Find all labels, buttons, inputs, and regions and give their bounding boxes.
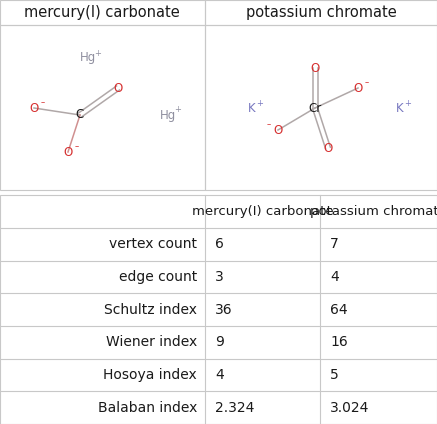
Text: Cr: Cr [309,101,322,114]
Text: 6: 6 [215,237,224,251]
Text: 36: 36 [215,303,232,317]
Text: O: O [310,61,319,75]
Text: O: O [323,142,333,154]
Text: mercury(I) carbonate: mercury(I) carbonate [192,205,333,218]
Text: vertex count: vertex count [109,237,197,251]
Text: Schultz index: Schultz index [104,303,197,317]
Text: Balaban index: Balaban index [97,401,197,415]
Text: Hosoya index: Hosoya index [103,368,197,382]
Text: 4: 4 [330,270,339,284]
Text: O: O [354,81,363,95]
Text: Hg: Hg [160,109,176,122]
Text: +: + [405,98,412,108]
Text: –: – [41,98,45,108]
Text: K: K [396,101,404,114]
Text: 2.324: 2.324 [215,401,254,415]
Text: mercury(I) carbonate: mercury(I) carbonate [24,6,180,20]
Text: O: O [29,101,38,114]
Text: 7: 7 [330,237,339,251]
Text: –: – [267,120,271,129]
Text: potassium chromate: potassium chromate [246,6,396,20]
Text: –: – [365,78,369,87]
Text: +: + [257,98,264,108]
Text: 4: 4 [215,368,224,382]
Text: K: K [248,101,256,114]
Text: Hg: Hg [80,51,96,64]
Text: O: O [63,145,73,159]
Text: O: O [274,123,283,137]
Text: 64: 64 [330,303,347,317]
Text: 3: 3 [215,270,224,284]
Text: 3.024: 3.024 [330,401,369,415]
Text: 5: 5 [330,368,339,382]
Text: C: C [76,109,84,122]
Text: +: + [174,106,181,114]
Text: –: – [75,142,79,151]
Text: O: O [113,81,123,95]
Text: +: + [94,48,101,58]
Text: potassium chromate: potassium chromate [310,205,437,218]
Text: edge count: edge count [119,270,197,284]
Text: 9: 9 [215,335,224,349]
Text: 16: 16 [330,335,348,349]
Text: Wiener index: Wiener index [106,335,197,349]
